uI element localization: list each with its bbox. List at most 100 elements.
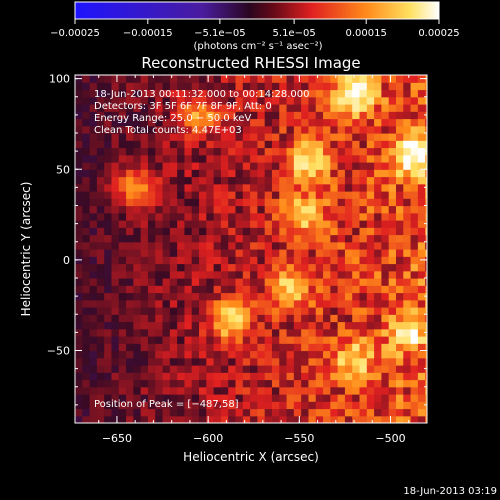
- heatmap-cell: [323, 154, 331, 163]
- heatmap-cell: [417, 307, 426, 315]
- heatmap-cell: [133, 415, 142, 423]
- heatmap-cell: [395, 183, 404, 192]
- heatmap-cell: [388, 104, 397, 112]
- heatmap-cell: [220, 234, 229, 243]
- heatmap-cell: [257, 220, 266, 228]
- heatmap-cell: [184, 89, 193, 98]
- heatmap-cell: [308, 321, 317, 330]
- heatmap-cell: [162, 104, 171, 112]
- heatmap-cell: [75, 241, 83, 250]
- heatmap-cell: [82, 198, 91, 207]
- heatmap-cell: [403, 205, 412, 214]
- heatmap-cell: [264, 140, 273, 149]
- heatmap-cell: [301, 205, 310, 214]
- heatmap-cell: [271, 256, 280, 265]
- heatmap-cell: [96, 220, 105, 228]
- heatmap-cell: [199, 408, 207, 417]
- heatmap-cell: [82, 183, 91, 192]
- heatmap-cell: [75, 82, 83, 91]
- heatmap-cell: [126, 379, 134, 388]
- heatmap-cell: [206, 350, 215, 359]
- heatmap-cell: [366, 379, 375, 388]
- heatmap-cell: [337, 263, 346, 272]
- heatmap-cell: [264, 147, 273, 156]
- heatmap-cell: [366, 350, 375, 359]
- heatmap-cell: [126, 278, 134, 286]
- heatmap-cell: [220, 89, 229, 98]
- heatmap-cell: [184, 299, 193, 308]
- heatmap-cell: [323, 365, 331, 373]
- heatmap-cell: [257, 357, 266, 366]
- heatmap-cell: [147, 299, 156, 308]
- heatmap-cell: [111, 336, 120, 344]
- heatmap-cell: [264, 263, 273, 272]
- heatmap-cell: [89, 336, 98, 344]
- heatmap-cell: [425, 343, 427, 352]
- heatmap-cell: [140, 89, 149, 98]
- heatmap-cell: [264, 75, 273, 83]
- heatmap-cell: [199, 162, 207, 170]
- heatmap-cell: [235, 386, 244, 395]
- heatmap-cell: [162, 140, 171, 149]
- heatmap-cell: [177, 162, 186, 170]
- heatmap-cell: [366, 241, 375, 250]
- heatmap-cell: [352, 415, 361, 423]
- heatmap-cell: [162, 343, 171, 352]
- heatmap-cell: [352, 292, 361, 301]
- heatmap-cell: [133, 292, 142, 301]
- heatmap-cell: [220, 386, 229, 395]
- heatmap-cell: [315, 191, 324, 199]
- heatmap-cell: [301, 394, 310, 402]
- heatmap-cell: [337, 372, 346, 381]
- heatmap-cell: [352, 111, 361, 120]
- heatmap-cell: [425, 285, 427, 294]
- heatmap-cell: [213, 394, 222, 402]
- heatmap-cell: [242, 140, 251, 149]
- heatmap-cell: [344, 401, 353, 410]
- heatmap-cell: [104, 227, 113, 236]
- heatmap-cell: [126, 125, 134, 134]
- heatmap-cell: [242, 321, 251, 330]
- heatmap-cell: [213, 198, 222, 207]
- heatmap-cell: [155, 140, 164, 149]
- heatmap-cell: [155, 270, 164, 279]
- heatmap-cell: [286, 263, 295, 272]
- heatmap-cell: [315, 227, 324, 236]
- heatmap-cell: [352, 357, 361, 366]
- heatmap-cell: [417, 104, 426, 112]
- heatmap-cell: [374, 183, 383, 192]
- heatmap-cell: [177, 241, 186, 250]
- heatmap-cell: [235, 285, 244, 294]
- heatmap-cell: [366, 263, 375, 272]
- heatmap-cell: [279, 169, 288, 178]
- heatmap-cell: [417, 292, 426, 301]
- heatmap-cell: [337, 176, 346, 185]
- heatmap-cell: [264, 212, 273, 221]
- heatmap-cell: [169, 220, 178, 228]
- heatmap-cell: [301, 212, 310, 221]
- heatmap-cell: [206, 75, 215, 83]
- heatmap-cell: [337, 278, 346, 286]
- heatmap-cell: [133, 162, 142, 170]
- heatmap-cell: [220, 104, 229, 112]
- heatmap-cell: [286, 299, 295, 308]
- heatmap-cell: [381, 191, 390, 199]
- heatmap-cell: [315, 285, 324, 294]
- heatmap-cell: [337, 75, 346, 83]
- heatmap-cell: [417, 154, 426, 163]
- heatmap-cell: [417, 198, 426, 207]
- heatmap-cell: [75, 125, 83, 134]
- heatmap-cell: [177, 249, 186, 257]
- heatmap-cell: [213, 82, 222, 91]
- heatmap-cell: [199, 299, 207, 308]
- heatmap-cell: [359, 162, 368, 170]
- heatmap-cell: [199, 357, 207, 366]
- heatmap-cell: [228, 125, 237, 134]
- heatmap-cell: [111, 343, 120, 352]
- heatmap-cell: [199, 278, 207, 286]
- heatmap-cell: [89, 401, 98, 410]
- heatmap-cell: [395, 118, 404, 127]
- heatmap-cell: [126, 140, 134, 149]
- heatmap-cell: [293, 147, 302, 156]
- heatmap-cell: [388, 154, 397, 163]
